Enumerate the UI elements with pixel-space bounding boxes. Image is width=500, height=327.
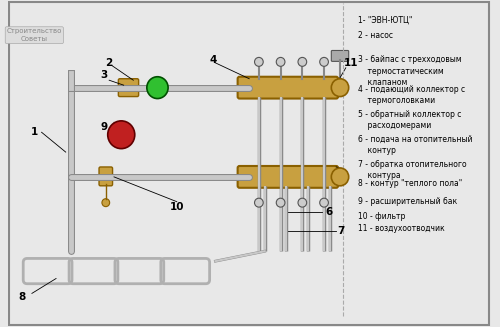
Circle shape — [320, 198, 328, 207]
Text: 5 - обратный коллектор с
    расходомерами: 5 - обратный коллектор с расходомерами — [358, 110, 461, 130]
Text: 4: 4 — [210, 55, 216, 65]
Text: 8: 8 — [18, 292, 26, 302]
Circle shape — [276, 58, 285, 66]
Text: 6: 6 — [326, 207, 332, 216]
Text: 3 - байпас с трехходовым
    термостатическим
    клапаном: 3 - байпас с трехходовым термостатически… — [358, 55, 462, 87]
Text: 3: 3 — [100, 70, 108, 80]
Circle shape — [332, 79, 348, 96]
Text: Строительство
Советы: Строительство Советы — [6, 28, 62, 42]
Text: 4 - подающий коллектор с
    термоголовками: 4 - подающий коллектор с термоголовками — [358, 85, 465, 105]
Text: 9 - расширительный бак: 9 - расширительный бак — [358, 197, 457, 206]
FancyBboxPatch shape — [238, 77, 338, 98]
Circle shape — [298, 58, 306, 66]
Text: 10 - фильтр: 10 - фильтр — [358, 212, 405, 221]
Text: 10: 10 — [170, 202, 184, 212]
Circle shape — [276, 198, 285, 207]
Circle shape — [254, 198, 263, 207]
Circle shape — [108, 121, 135, 149]
Text: 7: 7 — [338, 226, 344, 236]
Circle shape — [320, 58, 328, 66]
Text: 6 - подача на отопительный
    контур: 6 - подача на отопительный контур — [358, 135, 472, 155]
Circle shape — [254, 58, 263, 66]
Text: 5: 5 — [335, 172, 342, 182]
Circle shape — [298, 198, 306, 207]
FancyBboxPatch shape — [99, 167, 112, 186]
Circle shape — [102, 199, 110, 207]
Text: 1: 1 — [30, 127, 38, 137]
Text: 8 - контур "теплого пола": 8 - контур "теплого пола" — [358, 180, 462, 188]
Circle shape — [147, 77, 168, 98]
Text: 1- "ЭВН-ЮТЦ": 1- "ЭВН-ЮТЦ" — [358, 16, 412, 25]
FancyBboxPatch shape — [332, 50, 348, 61]
Text: 11: 11 — [344, 58, 358, 68]
Text: 2: 2 — [106, 58, 113, 68]
Text: 2 - насос: 2 - насос — [358, 31, 393, 40]
Text: 9: 9 — [101, 122, 108, 132]
FancyBboxPatch shape — [118, 79, 139, 96]
Text: 7 - обратка отопительного
    контура: 7 - обратка отопительного контура — [358, 160, 467, 180]
FancyBboxPatch shape — [238, 166, 338, 188]
Text: 11 - воздухоотводчик: 11 - воздухоотводчик — [358, 224, 444, 233]
Circle shape — [332, 168, 348, 186]
